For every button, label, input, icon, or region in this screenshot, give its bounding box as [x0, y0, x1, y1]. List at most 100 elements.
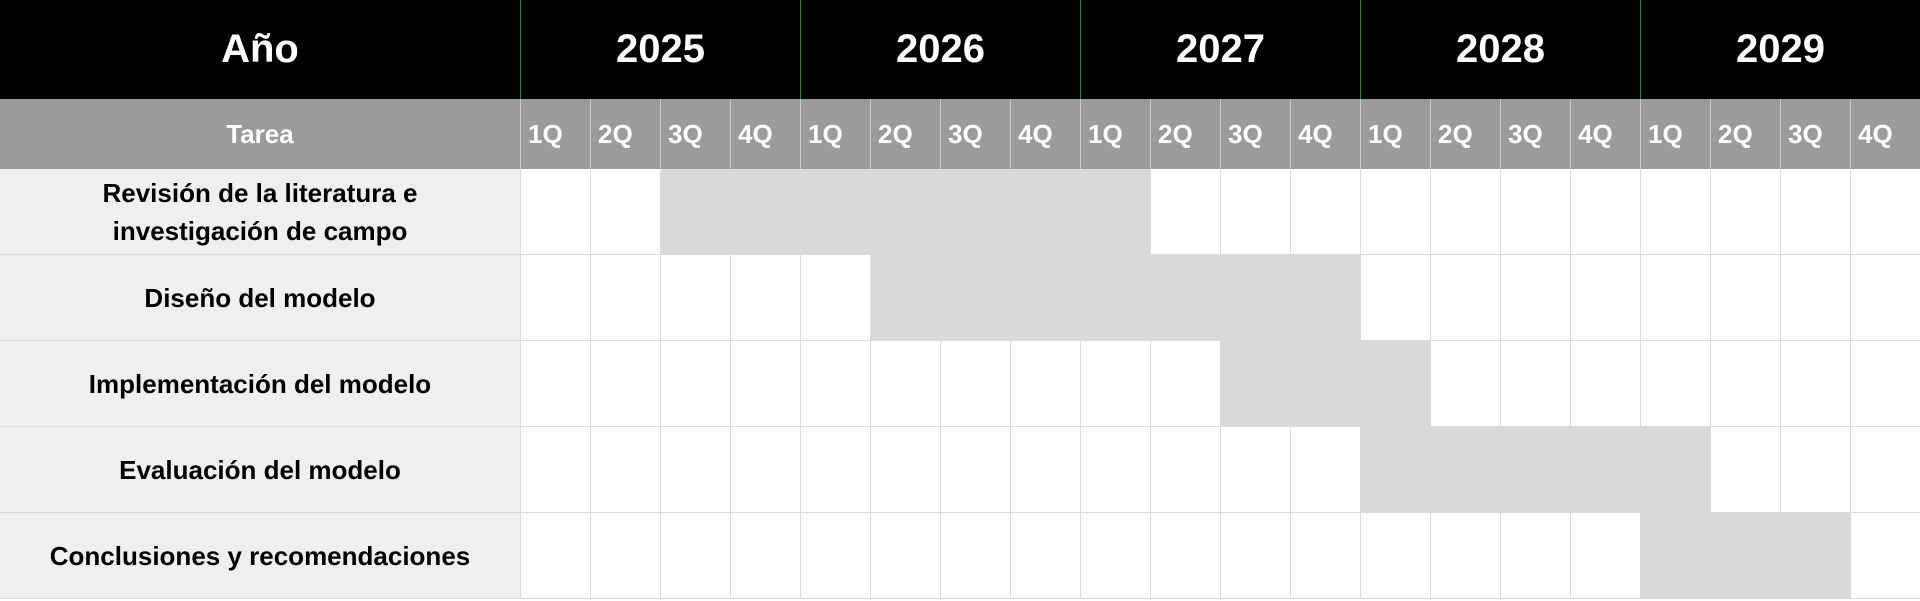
- timeline-cell: [1850, 341, 1920, 427]
- gantt-bar-segment: [1360, 341, 1430, 427]
- timeline-cell: [1080, 341, 1150, 427]
- gantt-bar-segment: [1010, 255, 1080, 341]
- timeline-cell: [1500, 255, 1570, 341]
- timeline-cell: [1430, 513, 1500, 599]
- timeline-cell: [1430, 255, 1500, 341]
- quarter-header-2025-1Q: 1Q: [520, 99, 590, 169]
- timeline-cell: [1850, 513, 1920, 599]
- quarter-header-2026-4Q: 4Q: [1010, 99, 1080, 169]
- timeline-cell: [1640, 341, 1710, 427]
- timeline-cell: [660, 513, 730, 599]
- task-label: Evaluación del modelo: [0, 427, 520, 513]
- timeline-cell: [870, 513, 940, 599]
- quarter-header-2025-3Q: 3Q: [660, 99, 730, 169]
- timeline-cell: [940, 513, 1010, 599]
- timeline-cell: [1080, 427, 1150, 513]
- timeline-cell: [1570, 513, 1640, 599]
- task-label: Implementación del modelo: [0, 341, 520, 427]
- timeline-cell: [800, 427, 870, 513]
- gantt-bar-segment: [1290, 341, 1360, 427]
- timeline-cell: [590, 169, 660, 255]
- timeline-cell: [1010, 341, 1080, 427]
- timeline-cell: [1850, 255, 1920, 341]
- timeline-cell: [1570, 341, 1640, 427]
- task-label: Diseño del modelo: [0, 255, 520, 341]
- gantt-bar-segment: [1500, 427, 1570, 513]
- quarter-header-2026-3Q: 3Q: [940, 99, 1010, 169]
- year-header-2029: 2029: [1640, 0, 1920, 99]
- gantt-bar-segment: [870, 169, 940, 255]
- gantt-bar-segment: [870, 255, 940, 341]
- timeline-cell: [1150, 169, 1220, 255]
- gantt-bar-segment: [1430, 427, 1500, 513]
- timeline-cell: [660, 427, 730, 513]
- year-column-header: Año: [0, 0, 520, 99]
- timeline-cell: [1640, 255, 1710, 341]
- timeline-cell: [1500, 513, 1570, 599]
- timeline-cell: [520, 341, 590, 427]
- quarter-header-2026-2Q: 2Q: [870, 99, 940, 169]
- gantt-bar-segment: [1080, 255, 1150, 341]
- timeline-cell: [520, 169, 590, 255]
- quarter-header-2027-3Q: 3Q: [1220, 99, 1290, 169]
- gantt-bar-segment: [1640, 513, 1710, 599]
- timeline-cell: [940, 427, 1010, 513]
- quarter-header-2025-4Q: 4Q: [730, 99, 800, 169]
- timeline-cell: [1710, 427, 1780, 513]
- gantt-bar-segment: [730, 169, 800, 255]
- timeline-cell: [800, 513, 870, 599]
- quarter-header-2029-3Q: 3Q: [1780, 99, 1850, 169]
- timeline-cell: [1220, 513, 1290, 599]
- timeline-cell: [1640, 169, 1710, 255]
- timeline-cell: [1850, 169, 1920, 255]
- quarter-header-2026-1Q: 1Q: [800, 99, 870, 169]
- timeline-cell: [520, 427, 590, 513]
- gantt-bar-segment: [1360, 427, 1430, 513]
- gantt-bar-segment: [1150, 255, 1220, 341]
- timeline-cell: [660, 255, 730, 341]
- gantt-bar-segment: [1570, 427, 1640, 513]
- timeline-cell: [1710, 169, 1780, 255]
- timeline-cell: [1710, 255, 1780, 341]
- timeline-cell: [1430, 169, 1500, 255]
- timeline-cell: [1360, 255, 1430, 341]
- timeline-cell: [1150, 513, 1220, 599]
- gantt-bar-segment: [1220, 255, 1290, 341]
- timeline-cell: [1080, 513, 1150, 599]
- timeline-cell: [800, 255, 870, 341]
- timeline-cell: [1290, 169, 1360, 255]
- year-header-2026: 2026: [800, 0, 1080, 99]
- quarter-header-2028-1Q: 1Q: [1360, 99, 1430, 169]
- timeline-cell: [1780, 255, 1850, 341]
- year-header-2027: 2027: [1080, 0, 1360, 99]
- timeline-cell: [590, 427, 660, 513]
- gantt-bar-segment: [1780, 513, 1850, 599]
- timeline-cell: [730, 255, 800, 341]
- timeline-cell: [1150, 427, 1220, 513]
- timeline-cell: [1780, 169, 1850, 255]
- timeline-cell: [730, 513, 800, 599]
- quarter-header-2029-1Q: 1Q: [1640, 99, 1710, 169]
- gantt-bar-segment: [1010, 169, 1080, 255]
- gantt-bar-segment: [800, 169, 870, 255]
- timeline-cell: [520, 255, 590, 341]
- timeline-cell: [1290, 513, 1360, 599]
- timeline-cell: [590, 255, 660, 341]
- timeline-cell: [1430, 341, 1500, 427]
- timeline-cell: [1570, 169, 1640, 255]
- timeline-cell: [1780, 427, 1850, 513]
- quarter-header-2029-4Q: 4Q: [1850, 99, 1920, 169]
- gantt-bar-segment: [1220, 341, 1290, 427]
- quarter-header-2028-3Q: 3Q: [1500, 99, 1570, 169]
- gantt-bar-segment: [1080, 169, 1150, 255]
- timeline-cell: [1500, 169, 1570, 255]
- timeline-cell: [1220, 169, 1290, 255]
- timeline-cell: [800, 341, 870, 427]
- timeline-cell: [1780, 341, 1850, 427]
- quarter-header-2028-2Q: 2Q: [1430, 99, 1500, 169]
- timeline-cell: [1220, 427, 1290, 513]
- timeline-cell: [590, 513, 660, 599]
- timeline-cell: [590, 341, 660, 427]
- gantt-bar-segment: [1710, 513, 1780, 599]
- timeline-cell: [730, 427, 800, 513]
